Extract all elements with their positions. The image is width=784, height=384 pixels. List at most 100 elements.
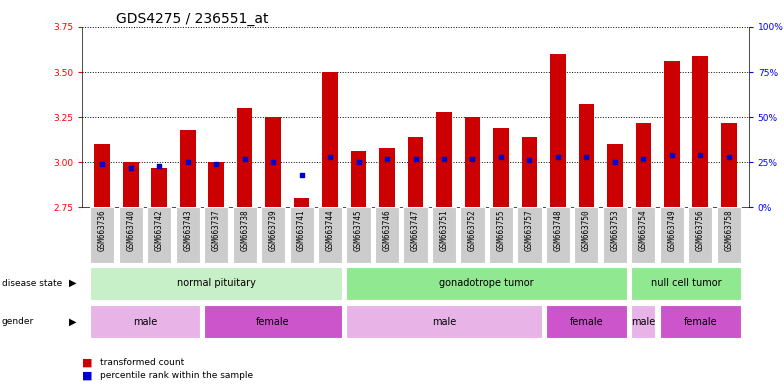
Text: GSM663739: GSM663739 bbox=[269, 209, 278, 251]
Bar bbox=[493, 128, 509, 207]
Bar bbox=[546, 305, 627, 338]
Bar bbox=[375, 207, 399, 263]
Text: GSM663747: GSM663747 bbox=[411, 209, 420, 251]
Text: GSM663757: GSM663757 bbox=[525, 209, 534, 251]
Text: GSM663751: GSM663751 bbox=[440, 209, 448, 251]
Bar bbox=[631, 267, 741, 300]
Bar bbox=[209, 162, 224, 207]
Point bbox=[352, 159, 365, 165]
Bar bbox=[94, 144, 110, 207]
Text: ■: ■ bbox=[82, 371, 93, 381]
Point bbox=[153, 163, 165, 169]
Text: GSM663748: GSM663748 bbox=[554, 209, 562, 251]
Text: GSM663744: GSM663744 bbox=[325, 209, 335, 251]
Bar bbox=[379, 148, 395, 207]
Bar bbox=[550, 54, 566, 207]
Bar bbox=[717, 207, 741, 263]
Bar bbox=[289, 207, 314, 263]
Bar bbox=[204, 305, 342, 338]
Text: percentile rank within the sample: percentile rank within the sample bbox=[100, 371, 253, 380]
Text: GSM663740: GSM663740 bbox=[126, 209, 135, 251]
Bar bbox=[118, 207, 143, 263]
Text: GSM663742: GSM663742 bbox=[154, 209, 164, 251]
Point bbox=[723, 154, 735, 160]
Bar bbox=[688, 207, 713, 263]
Point bbox=[96, 161, 108, 167]
Bar bbox=[147, 207, 172, 263]
Text: GSM663749: GSM663749 bbox=[667, 209, 677, 251]
Text: female: female bbox=[684, 316, 717, 327]
Bar bbox=[631, 207, 655, 263]
Text: ■: ■ bbox=[82, 358, 93, 368]
Bar bbox=[347, 207, 371, 263]
Point bbox=[495, 154, 507, 160]
Point bbox=[580, 154, 593, 160]
Point bbox=[637, 156, 650, 162]
Bar bbox=[347, 305, 542, 338]
Text: gonadotrope tumor: gonadotrope tumor bbox=[439, 278, 534, 288]
Text: GDS4275 / 236551_at: GDS4275 / 236551_at bbox=[115, 12, 268, 26]
Text: GSM663752: GSM663752 bbox=[468, 209, 477, 251]
Bar bbox=[318, 207, 342, 263]
Bar bbox=[579, 104, 594, 207]
Text: ▶: ▶ bbox=[69, 316, 77, 327]
Text: GSM663755: GSM663755 bbox=[496, 209, 506, 251]
Bar bbox=[151, 168, 167, 207]
Bar bbox=[404, 207, 427, 263]
Text: GSM663737: GSM663737 bbox=[212, 209, 220, 251]
Point bbox=[552, 154, 564, 160]
Bar bbox=[261, 207, 285, 263]
Text: GSM663738: GSM663738 bbox=[240, 209, 249, 251]
Bar bbox=[659, 305, 741, 338]
Point bbox=[608, 159, 621, 165]
Text: gender: gender bbox=[2, 317, 34, 326]
Text: GSM663745: GSM663745 bbox=[354, 209, 363, 251]
Point bbox=[181, 159, 194, 165]
Bar bbox=[322, 72, 338, 207]
Bar bbox=[237, 108, 252, 207]
Bar bbox=[180, 130, 195, 207]
Bar bbox=[603, 207, 627, 263]
Text: GSM663736: GSM663736 bbox=[98, 209, 107, 251]
Bar bbox=[204, 207, 228, 263]
Text: GSM663758: GSM663758 bbox=[724, 209, 733, 251]
Bar bbox=[294, 198, 310, 207]
Point bbox=[523, 157, 535, 164]
Bar bbox=[692, 56, 708, 207]
Bar bbox=[347, 267, 627, 300]
Bar bbox=[607, 144, 622, 207]
Text: male: male bbox=[631, 316, 655, 327]
Text: normal pituitary: normal pituitary bbox=[176, 278, 256, 288]
Text: female: female bbox=[256, 316, 290, 327]
Point bbox=[437, 156, 450, 162]
Text: GSM663746: GSM663746 bbox=[383, 209, 391, 251]
Text: male: male bbox=[432, 316, 456, 327]
Bar bbox=[659, 207, 684, 263]
Point bbox=[409, 156, 422, 162]
Bar bbox=[546, 207, 570, 263]
Point bbox=[666, 152, 678, 158]
Bar bbox=[408, 137, 423, 207]
Text: GSM663754: GSM663754 bbox=[639, 209, 648, 251]
Bar bbox=[233, 207, 256, 263]
Text: GSM663753: GSM663753 bbox=[611, 209, 619, 251]
Point bbox=[466, 156, 479, 162]
Point bbox=[210, 161, 223, 167]
Text: male: male bbox=[132, 316, 157, 327]
Bar bbox=[521, 137, 537, 207]
Bar bbox=[90, 305, 200, 338]
Text: female: female bbox=[570, 316, 603, 327]
Bar bbox=[176, 207, 200, 263]
Text: GSM663743: GSM663743 bbox=[183, 209, 192, 251]
Point bbox=[324, 154, 336, 160]
Bar bbox=[489, 207, 513, 263]
Bar bbox=[432, 207, 456, 263]
Point bbox=[125, 165, 137, 171]
Bar bbox=[90, 267, 342, 300]
Text: transformed count: transformed count bbox=[100, 358, 184, 367]
Bar bbox=[90, 207, 114, 263]
Text: disease state: disease state bbox=[2, 279, 62, 288]
Bar bbox=[436, 112, 452, 207]
Bar bbox=[575, 207, 598, 263]
Bar bbox=[631, 305, 655, 338]
